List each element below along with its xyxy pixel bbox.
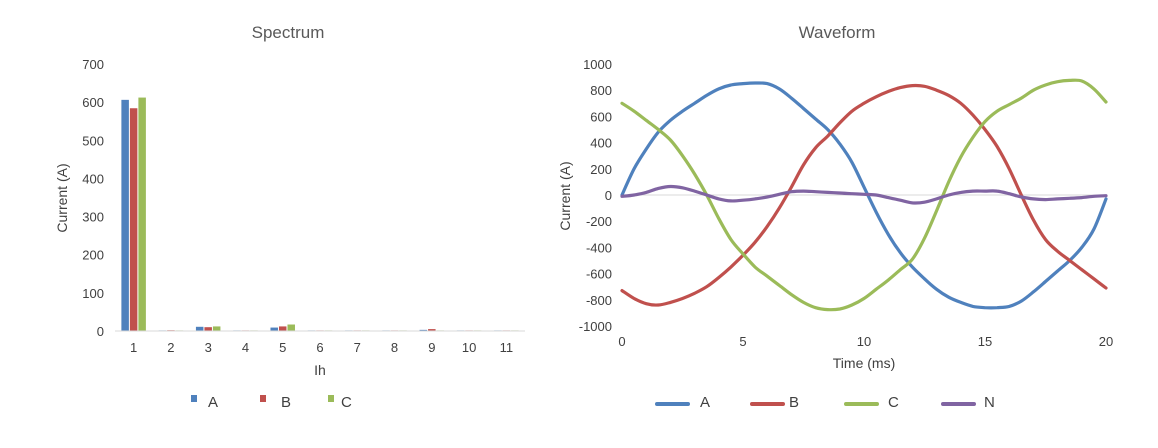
- spectrum-chart: Spectrum Current (A) Ih 0 100 200 300 400 500…: [54, 23, 525, 411]
- spectrum-y-tick-7: 700: [82, 57, 104, 72]
- waveform-x-tick-2: 10: [857, 334, 871, 349]
- spectrum-x-tick-0: 1: [130, 340, 137, 355]
- spectrum-y-tick-5: 500: [82, 133, 104, 148]
- bar-a-3: [195, 326, 204, 331]
- legend-b-label: B: [789, 394, 799, 411]
- spectrum-y-tick-3: 300: [82, 210, 104, 225]
- spectrum-x-tick-3: 4: [242, 340, 249, 355]
- spectrum-y-tick-4: 400: [82, 171, 104, 186]
- legend-c-label: C: [341, 394, 352, 411]
- legend-a-label: A: [700, 394, 710, 411]
- legend-c-swatch: [328, 395, 334, 402]
- bar-a-5: [270, 327, 278, 331]
- spectrum-y-tick-0: 0: [97, 324, 104, 339]
- spectrum-legend: A B C: [191, 394, 352, 411]
- waveform-y-tick-7: 400: [590, 136, 612, 151]
- waveform-x-ticks: 0 5 10 15 20: [618, 334, 1113, 349]
- waveform-y-tick-5: 0: [605, 188, 612, 203]
- spectrum-x-ticks: 1 2 3 4 5 6 7 8 9 10 11: [130, 340, 513, 355]
- spectrum-x-tick-10: 11: [500, 340, 514, 355]
- spectrum-y-tick-2: 200: [82, 248, 104, 263]
- waveform-chart: Waveform Current (A) Time (ms) -1000 -800…: [557, 23, 1113, 411]
- waveform-series: [620, 78, 1108, 312]
- bar-a-9: [419, 329, 428, 331]
- legend-b-swatch: [260, 395, 266, 402]
- waveform-y-tick-2: -600: [586, 267, 612, 282]
- legend-c-label: C: [888, 394, 899, 411]
- bar-b-5: [278, 326, 287, 331]
- waveform-legend: A B C N: [655, 394, 995, 411]
- waveform-xlabel: Time (ms): [833, 355, 895, 371]
- spectrum-x-tick-5: 6: [316, 340, 323, 355]
- waveform-y-tick-0: -1000: [579, 319, 612, 334]
- waveform-ylabel: Current (A): [557, 161, 573, 230]
- bar-b-3: [204, 327, 212, 331]
- waveform-y-tick-1: -800: [586, 293, 612, 308]
- spectrum-x-tick-8: 9: [428, 340, 435, 355]
- series-line-b: [620, 83, 1108, 307]
- series-line-n: [620, 184, 1108, 205]
- bar-c-1: [138, 97, 146, 332]
- waveform-y-tick-4: -200: [586, 214, 612, 229]
- waveform-y-tick-10: 1000: [583, 57, 612, 72]
- spectrum-y-ticks: 0 100 200 300 400 500 600 700: [82, 57, 104, 339]
- waveform-title: Waveform: [799, 23, 876, 42]
- waveform-y-tick-6: 200: [590, 162, 612, 177]
- bar-c-3: [212, 326, 221, 331]
- spectrum-xlabel: Ih: [314, 362, 326, 378]
- legend-n-label: N: [984, 394, 995, 411]
- legend-a-label: A: [208, 394, 218, 411]
- spectrum-x-tick-9: 10: [462, 340, 476, 355]
- legend-a-swatch: [191, 395, 197, 402]
- spectrum-x-tick-7: 8: [391, 340, 398, 355]
- spectrum-x-tick-4: 5: [279, 340, 286, 355]
- spectrum-x-tick-1: 2: [167, 340, 174, 355]
- spectrum-y-tick-1: 100: [82, 286, 104, 301]
- legend-b-label: B: [281, 394, 291, 411]
- spectrum-x-tick-6: 7: [354, 340, 361, 355]
- spectrum-y-tick-6: 600: [82, 95, 104, 110]
- bar-b-9: [428, 329, 436, 331]
- waveform-x-tick-3: 15: [978, 334, 992, 349]
- waveform-x-tick-4: 20: [1099, 334, 1113, 349]
- waveform-x-tick-1: 5: [739, 334, 746, 349]
- waveform-y-tick-3: -400: [586, 240, 612, 255]
- waveform-y-ticks: -1000 -800 -600 -400 -200 0 200 400 600 800 1000: [579, 57, 612, 334]
- waveform-x-tick-0: 0: [618, 334, 625, 349]
- bar-c-5: [287, 324, 295, 331]
- bar-b-1: [129, 108, 138, 331]
- waveform-y-tick-9: 800: [590, 83, 612, 98]
- spectrum-x-tick-2: 3: [205, 340, 212, 355]
- series-line-a: [620, 81, 1108, 310]
- series-line-c: [620, 78, 1108, 312]
- waveform-y-tick-8: 600: [590, 109, 612, 124]
- spectrum-bars: [121, 97, 519, 332]
- bar-a-1: [121, 99, 129, 332]
- spectrum-title: Spectrum: [252, 23, 325, 42]
- spectrum-ylabel: Current (A): [54, 163, 70, 232]
